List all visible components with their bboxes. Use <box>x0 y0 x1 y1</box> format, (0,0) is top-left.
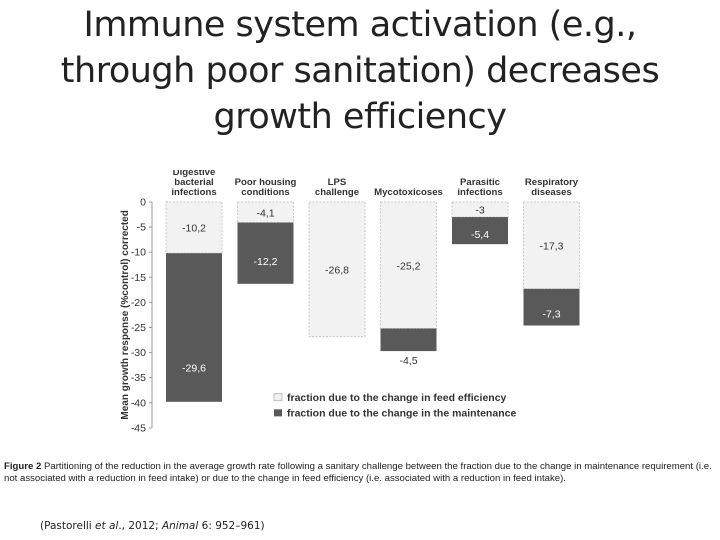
figure-caption: Figure 2 Partitioning of the reduction i… <box>4 461 716 485</box>
category-label: challenge <box>315 187 359 198</box>
category-label: infections <box>171 187 216 198</box>
y-tick-label: 0 <box>140 197 146 209</box>
y-axis-title: Mean growth response (%control) correcte… <box>120 210 131 419</box>
legend-swatch-feed-efficiency <box>273 393 283 402</box>
category-label: Mycotoxicoses <box>374 187 443 198</box>
category-label: Respiratory <box>525 177 579 188</box>
y-tick-label: -15 <box>131 272 146 284</box>
bar-maintenance <box>523 288 580 326</box>
category-label: bacterial <box>174 177 213 188</box>
category-label: Poor housing <box>235 177 297 188</box>
bar-label-maintenance: -7,3 <box>542 308 560 320</box>
y-tick-label: -40 <box>131 397 146 409</box>
bar-label-maintenance: -29,6 <box>182 363 206 375</box>
title-line-2: through poor sanitation) decreases <box>60 51 660 91</box>
category-label: LPS <box>328 177 347 188</box>
legend-label-maintenance: fraction due to the change in the mainte… <box>287 407 516 419</box>
bar-label-feed-efficiency: -25,2 <box>397 260 421 272</box>
category-label: diseases <box>531 187 572 198</box>
citation-pages: 6: 952–961) <box>198 520 265 532</box>
citation-journal: Animal <box>161 520 199 532</box>
bar-feed-efficiency <box>308 201 366 337</box>
bar-label-feed-efficiency: -10,2 <box>182 223 206 235</box>
citation: (Pastorelli et al., 2012; Animal 6: 952–… <box>40 520 265 532</box>
citation-etal: et al <box>95 520 119 532</box>
bar-maintenance <box>380 328 437 352</box>
bar-label-maintenance: -12,2 <box>254 256 278 268</box>
title-line-1: Immune system activation (e.g., <box>83 5 637 45</box>
y-tick-label: -5 <box>137 222 146 234</box>
bar-label-feed-efficiency: -17,3 <box>540 240 564 252</box>
bar-maintenance <box>237 222 294 284</box>
category-label: Parasitic <box>460 177 501 188</box>
bar-label-feed-efficiency: -3 <box>475 205 484 217</box>
bar-maintenance <box>166 253 222 402</box>
bar-feed-efficiency <box>451 201 509 218</box>
y-tick-label: -10 <box>131 247 146 259</box>
stacked-bar-chart: Mean growth response (%control) correcte… <box>120 170 580 434</box>
bar-label-maintenance: -5,4 <box>471 229 489 241</box>
y-tick-label: -45 <box>131 422 146 434</box>
y-tick-label: -25 <box>131 322 146 334</box>
bar-label-feed-efficiency: -4,1 <box>256 207 274 219</box>
legend-swatch-maintenance <box>274 409 282 417</box>
category-label: Digestive <box>173 170 216 178</box>
legend-label-feed-efficiency: fraction due to the change in feed effic… <box>287 392 507 404</box>
category-label: infections <box>457 187 502 198</box>
category-label: conditions <box>241 187 290 198</box>
figure-caption-text: Partitioning of the reduction in the ave… <box>4 461 712 484</box>
bar-feed-efficiency <box>237 201 294 223</box>
bar-label-maintenance: -4,5 <box>399 355 417 367</box>
citation-authors: (Pastorelli <box>40 520 96 532</box>
bar-feed-efficiency <box>165 201 223 254</box>
y-tick-label: -35 <box>131 372 146 384</box>
bar-maintenance <box>452 217 508 245</box>
bar-feed-efficiency <box>380 201 437 329</box>
citation-year: ., 2012; <box>118 520 162 532</box>
slide-title: Immune system activation (e.g., through … <box>0 2 720 140</box>
bar-feed-efficiency <box>523 201 580 290</box>
y-tick-label: -30 <box>131 347 146 359</box>
title-line-3: growth efficiency <box>213 97 507 137</box>
bar-label-feed-efficiency: -26,8 <box>325 264 349 276</box>
y-tick-label: -20 <box>131 297 146 309</box>
figure-label: Figure 2 <box>4 461 42 472</box>
